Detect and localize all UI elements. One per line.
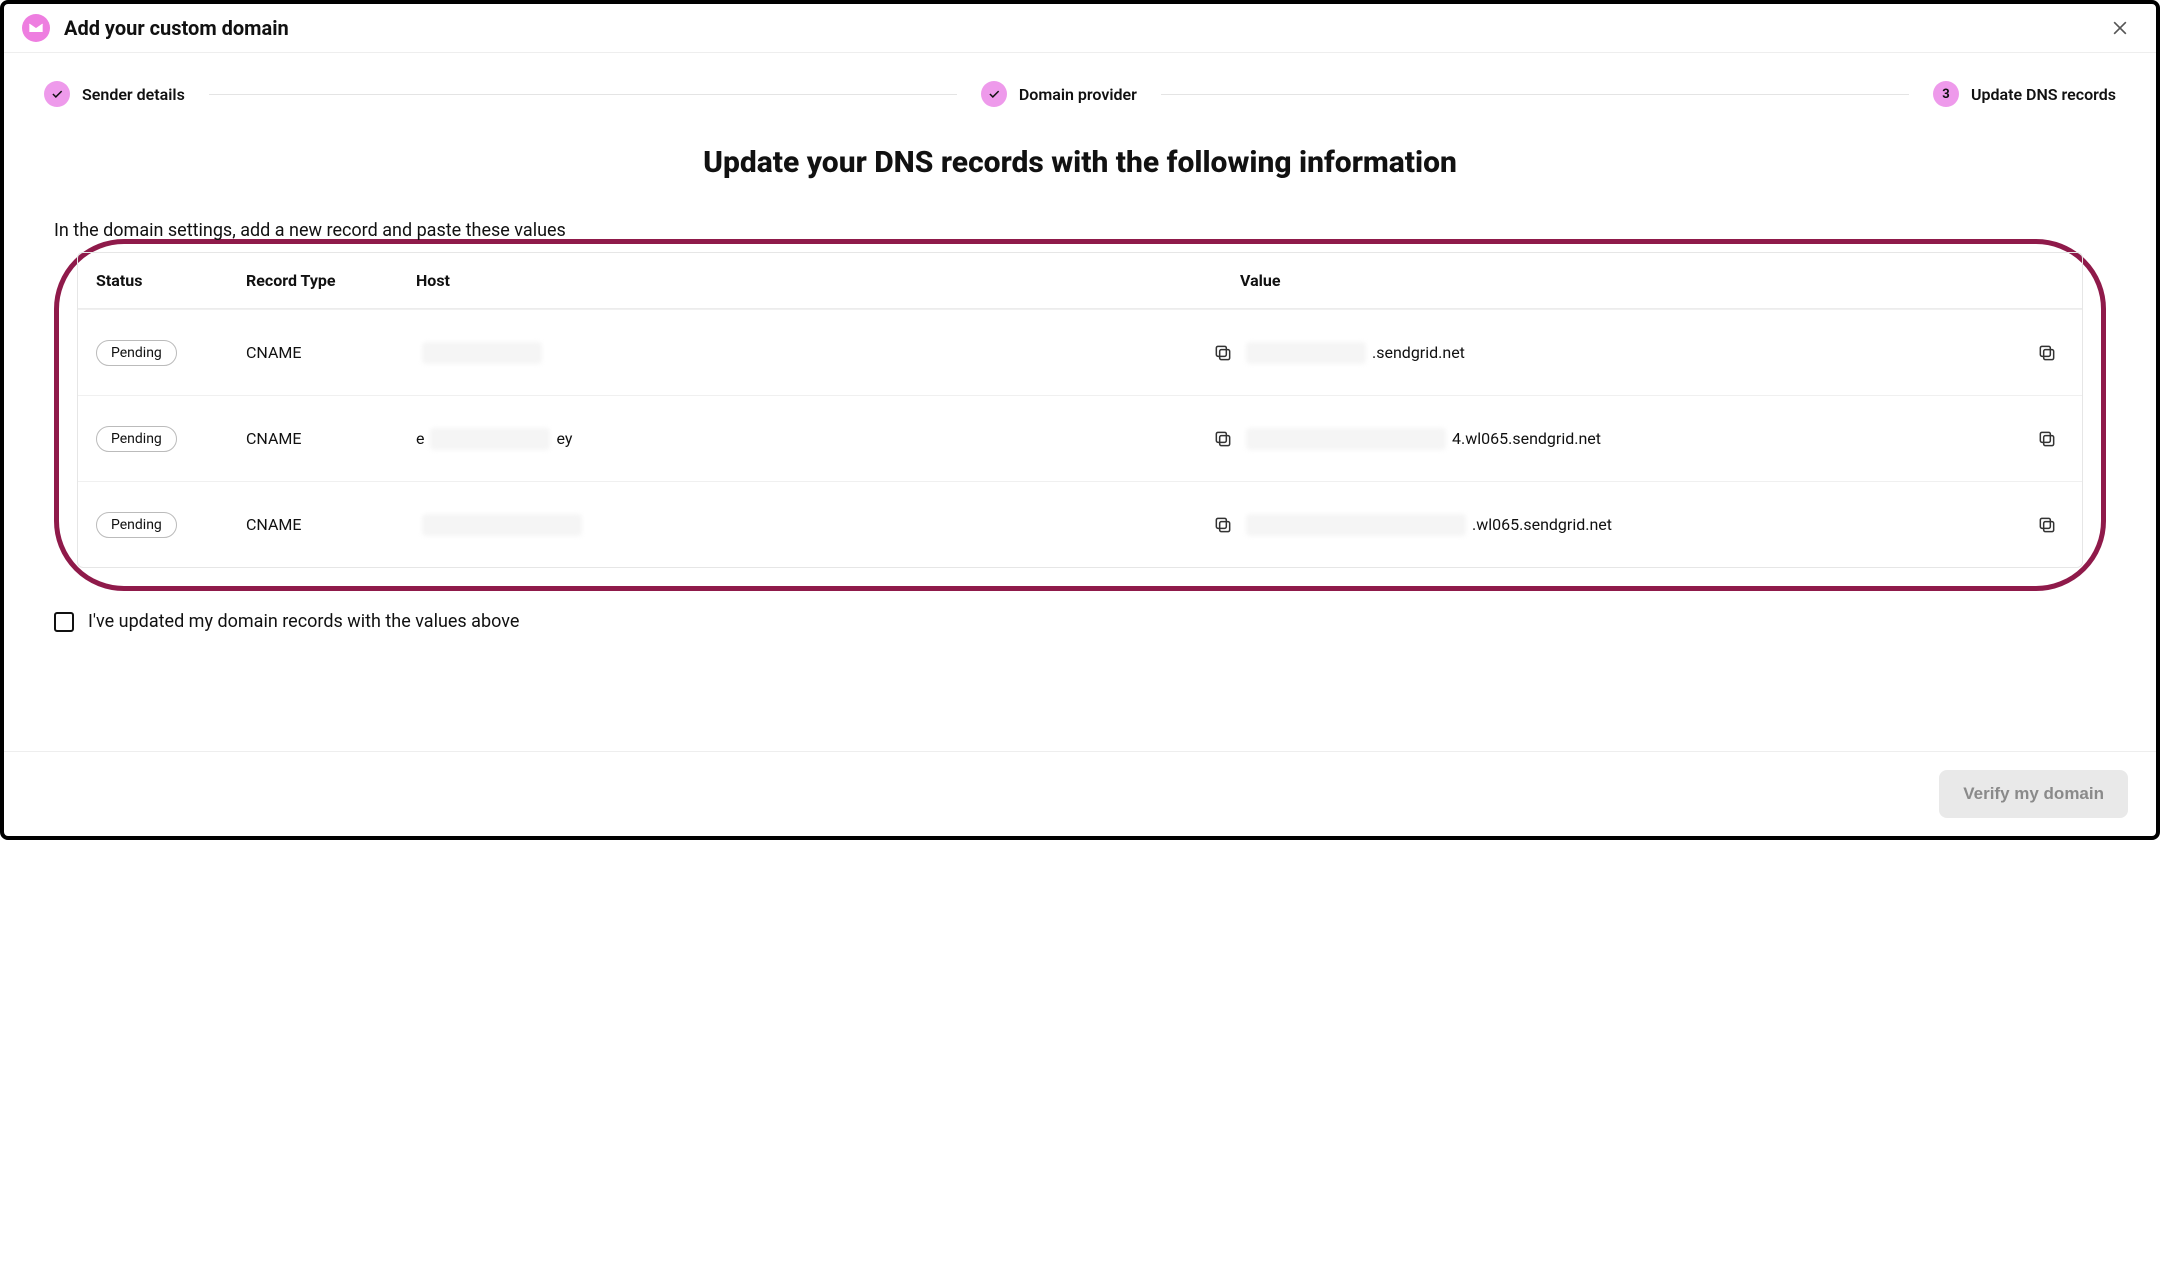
dialog-header: Add your custom domain bbox=[4, 4, 2156, 53]
table-header-row: Status Record Type Host Value bbox=[78, 253, 2082, 309]
record-type-value: CNAME bbox=[246, 343, 416, 362]
col-record-type: Record Type bbox=[246, 271, 416, 290]
record-type-value: CNAME bbox=[246, 515, 416, 534]
col-value: Value bbox=[1240, 271, 2004, 290]
step-separator bbox=[1161, 94, 1909, 95]
redacted-text bbox=[1246, 342, 1366, 364]
confirm-checkbox[interactable] bbox=[54, 612, 74, 632]
record-value: .sendgrid.net bbox=[1240, 342, 2004, 364]
copy-value-button[interactable] bbox=[2030, 422, 2064, 456]
step-label: Update DNS records bbox=[1971, 85, 2116, 104]
table-row: Pending CNAME .wl065.sendgrid.net bbox=[78, 481, 2082, 567]
redacted-text bbox=[1246, 428, 1446, 450]
status-badge: Pending bbox=[96, 426, 177, 452]
redacted-text bbox=[430, 428, 550, 450]
stepper: Sender details Domain provider 3 Update … bbox=[4, 53, 2156, 117]
step-label: Sender details bbox=[82, 85, 185, 104]
confirm-label: I've updated my domain records with the … bbox=[88, 611, 519, 632]
dialog-footer: Verify my domain bbox=[4, 751, 2156, 836]
record-type-value: CNAME bbox=[246, 429, 416, 448]
step-domain-provider: Domain provider bbox=[981, 81, 1137, 107]
step-number-badge: 3 bbox=[1933, 81, 1959, 107]
check-icon bbox=[981, 81, 1007, 107]
dialog-frame: Add your custom domain Sender details Do… bbox=[0, 0, 2160, 840]
copy-value-button[interactable] bbox=[2030, 508, 2064, 542]
step-label: Domain provider bbox=[1019, 85, 1137, 104]
col-host: Host bbox=[416, 271, 1180, 290]
redacted-text bbox=[1246, 514, 1466, 536]
table-row: Pending CNAME .sendgrid.net bbox=[78, 309, 2082, 395]
page-title: Update your DNS records with the followi… bbox=[54, 145, 2106, 180]
host-value bbox=[416, 342, 1180, 364]
dns-records-table: Status Record Type Host Value Pending CN… bbox=[77, 252, 2083, 568]
step-separator bbox=[209, 94, 957, 95]
close-button[interactable] bbox=[2106, 14, 2134, 42]
copy-host-button[interactable] bbox=[1206, 422, 1240, 456]
main-content: Update your DNS records with the followi… bbox=[4, 117, 2156, 662]
status-badge: Pending bbox=[96, 340, 177, 366]
confirm-updated-row: I've updated my domain records with the … bbox=[54, 611, 2106, 632]
dialog-title: Add your custom domain bbox=[64, 16, 289, 40]
brand-icon bbox=[22, 14, 50, 42]
step-sender-details: Sender details bbox=[44, 81, 185, 107]
record-value: .wl065.sendgrid.net bbox=[1240, 514, 2004, 536]
host-value bbox=[416, 514, 1180, 536]
record-value: 4.wl065.sendgrid.net bbox=[1240, 428, 2004, 450]
copy-value-button[interactable] bbox=[2030, 336, 2064, 370]
redacted-text bbox=[422, 514, 582, 536]
table-row: Pending CNAME e ey 4.wl065.sendgrid.net bbox=[78, 395, 2082, 481]
check-icon bbox=[44, 81, 70, 107]
step-update-dns: 3 Update DNS records bbox=[1933, 81, 2116, 107]
copy-host-button[interactable] bbox=[1206, 508, 1240, 542]
verify-domain-button[interactable]: Verify my domain bbox=[1939, 770, 2128, 818]
copy-host-button[interactable] bbox=[1206, 336, 1240, 370]
instruction-text: In the domain settings, add a new record… bbox=[54, 220, 2106, 241]
host-value: e ey bbox=[416, 428, 1180, 450]
annotation-highlight: Status Record Type Host Value Pending CN… bbox=[54, 239, 2106, 591]
status-badge: Pending bbox=[96, 512, 177, 538]
col-status: Status bbox=[96, 271, 246, 290]
redacted-text bbox=[422, 342, 542, 364]
